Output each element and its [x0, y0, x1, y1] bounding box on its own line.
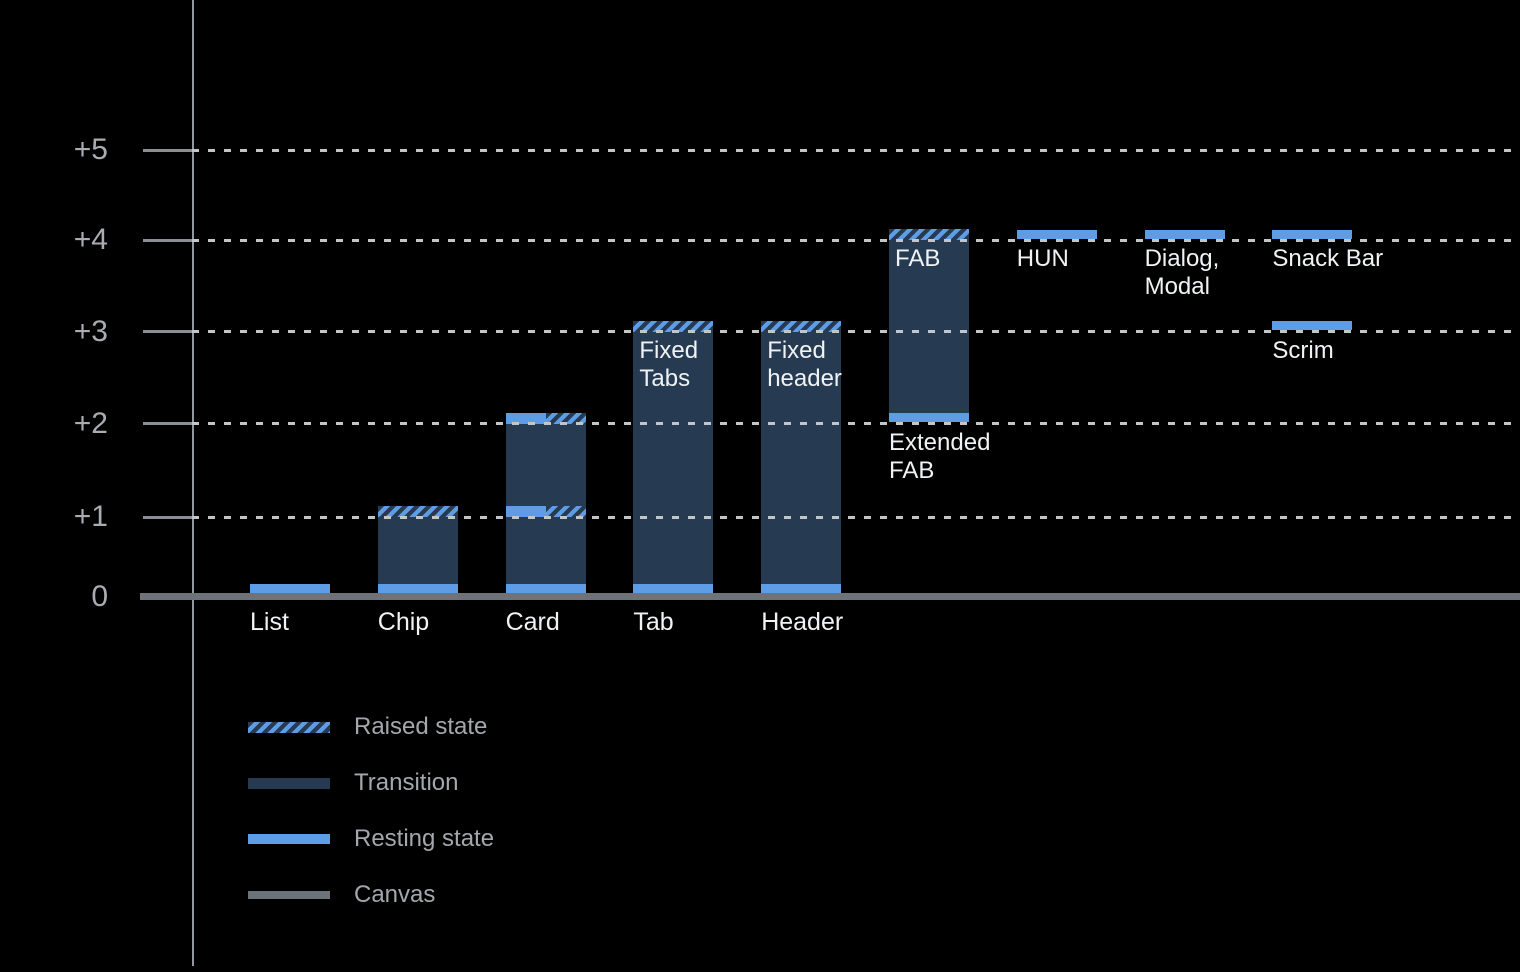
- bar-label-line: Fixed: [767, 336, 826, 364]
- bar-label-line: FAB: [895, 245, 941, 272]
- tick-mark-5: [143, 148, 192, 152]
- bar-label-line: FAB: [889, 456, 935, 484]
- bar-label-dialog-modal: Dialog, Modal: [1145, 245, 1220, 301]
- grid-line-3: [192, 330, 1520, 333]
- tick-label-2: +2: [73, 406, 108, 440]
- bar-tab-transition-segment: [633, 331, 714, 593]
- bar-card-resting-raised-segment: [505, 412, 586, 424]
- tick-mark-1: [143, 515, 192, 519]
- tick-label-3: +3: [73, 314, 108, 348]
- bar-chip-raised-segment: [377, 506, 458, 517]
- bar-label-line: Fixed: [639, 336, 699, 364]
- bar-fab-raised-segment: [889, 229, 969, 240]
- bar-label-line: Header: [761, 608, 844, 636]
- bar-tab-resting-segment: [633, 584, 714, 593]
- bar-dialog-modal-resting-segment: [1144, 229, 1225, 239]
- bar-label-line: Chip: [377, 608, 430, 636]
- bar-chip-transition-segment: [377, 517, 458, 593]
- legend-label-resting: Resting state: [354, 825, 495, 852]
- canvas-baseline: [140, 593, 1520, 600]
- raised-half: [545, 506, 586, 517]
- bar-label-scrim: Scrim: [1272, 337, 1333, 365]
- bar-label-snack-bar: Snack Bar: [1272, 245, 1383, 273]
- bar-hun-resting-segment: [1016, 229, 1097, 239]
- bar-label-list: List: [250, 608, 289, 636]
- bar-snack-bar-resting-segment: [1272, 229, 1353, 239]
- grid-line-4: [192, 238, 1520, 242]
- bar-label-line: List: [250, 608, 289, 636]
- tick-label-1: +1: [73, 500, 108, 533]
- resting-half: [505, 412, 546, 424]
- bar-label-line: Scrim: [1272, 336, 1334, 364]
- bar-header-raised-segment: [761, 320, 842, 332]
- bar-label-line: Snack Bar: [1272, 245, 1384, 272]
- bar-chip-resting-segment: [377, 584, 458, 593]
- bar-label-line: Dialog,: [1144, 245, 1220, 272]
- bar-label-header: Fixed header: [767, 337, 842, 393]
- bar-label-line: header: [767, 364, 842, 392]
- bar-label-line: Card: [505, 608, 560, 636]
- bar-list-resting-segment: [250, 584, 330, 593]
- bar-label-header: Header: [761, 608, 843, 636]
- grid-line-5: [192, 148, 1520, 152]
- grid-line-2: [192, 422, 1520, 425]
- legend-swatch-resting: [248, 834, 330, 844]
- tick-mark-2: [143, 422, 192, 425]
- bar-label-tab: Tab: [633, 608, 673, 636]
- bar-label-line: Tabs: [639, 364, 691, 392]
- legend-swatch-transition: [248, 777, 330, 789]
- bar-label-line: Tab: [633, 608, 674, 636]
- bar-label-hun: HUN: [1017, 245, 1069, 273]
- bar-label-chip: Chip: [378, 608, 429, 636]
- legend-label-transition: Transition: [354, 769, 459, 796]
- bar-card-resting-raised-segment: [505, 506, 586, 517]
- y-axis-line: [192, 0, 194, 966]
- legend-swatch-canvas: [248, 891, 330, 899]
- legend-swatch-raised: [248, 721, 330, 733]
- bar-tab-raised-segment: [633, 320, 714, 332]
- legend-label-raised: Raised state: [354, 713, 488, 740]
- tick-mark-3: [143, 330, 192, 333]
- grid-line-1: [192, 515, 1520, 519]
- bar-fab-resting-segment: [889, 413, 969, 422]
- tick-label-5: +5: [73, 133, 108, 166]
- resting-half: [505, 506, 546, 517]
- bar-label-line: Modal: [1144, 273, 1210, 300]
- bar-label-fab: FAB: [895, 245, 940, 273]
- legend-label-canvas: Canvas: [354, 881, 436, 908]
- tick-mark-4: [143, 238, 192, 242]
- raised-half: [545, 412, 586, 424]
- bar-label-card: Card: [506, 608, 560, 636]
- tick-label-0: 0: [91, 579, 108, 613]
- bar-label-line: HUN: [1016, 245, 1069, 272]
- bar-scrim-resting-segment: [1272, 321, 1353, 330]
- tick-label-4: +4: [73, 223, 108, 256]
- bar-header-transition-segment: [761, 331, 842, 593]
- bar-label-tab: Fixed Tabs: [639, 337, 698, 393]
- bar-header-resting-segment: [761, 584, 842, 593]
- bar-card-resting-segment: [505, 584, 586, 593]
- bar-label-line: Extended: [889, 428, 991, 456]
- bar-label-fab: Extended FAB: [889, 429, 990, 485]
